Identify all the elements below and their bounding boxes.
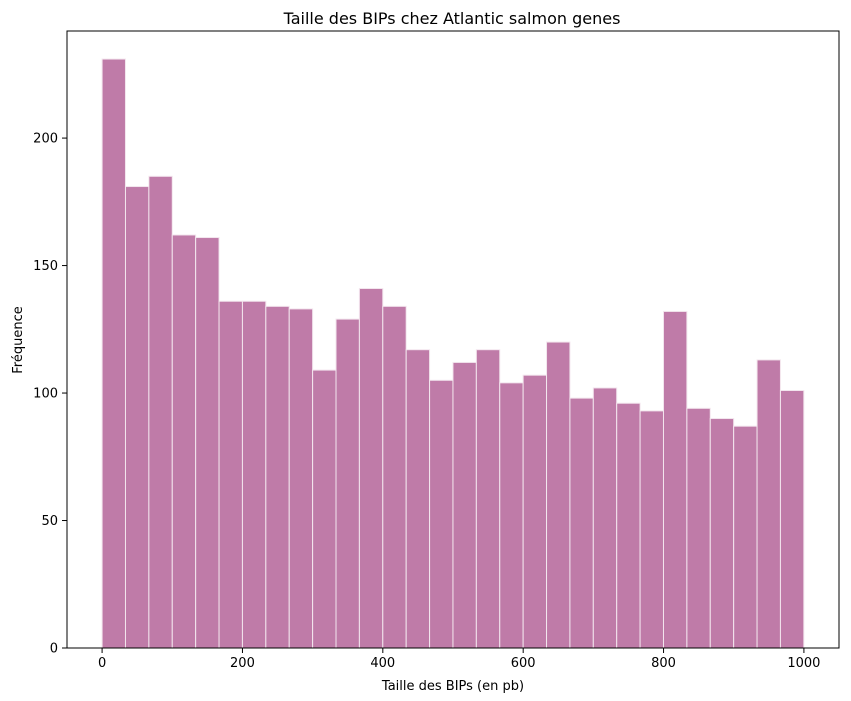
histogram-bar: [592, 387, 618, 649]
histogram-bar: [312, 369, 337, 649]
x-tick-label: 400: [370, 656, 395, 671]
x-tick-label: 600: [511, 656, 536, 671]
x-tick-label: 800: [651, 656, 676, 671]
histogram-bar: [756, 359, 781, 649]
histogram-bar: [569, 397, 594, 649]
y-tick-label: 150: [33, 259, 58, 274]
histogram-bar: [662, 310, 688, 649]
histogram-bar: [241, 300, 267, 649]
histogram-bar: [265, 305, 290, 649]
chart-title: Taille des BIPs chez Atlantic salmon gen…: [283, 9, 621, 28]
histogram-bar: [616, 402, 641, 649]
histogram-bar: [358, 288, 384, 649]
histogram-bar: [124, 186, 150, 649]
histogram-bar: [335, 318, 360, 649]
plot-frame: [66, 30, 840, 649]
x-tick-label: 200: [230, 656, 255, 671]
histogram-bar: [452, 361, 477, 649]
histogram-bar: [405, 349, 431, 649]
y-axis-label: Fréquence: [11, 306, 26, 373]
y-tick-label: 0: [50, 642, 58, 657]
x-tick-label: 0: [98, 656, 106, 671]
histogram-bar: [733, 425, 758, 649]
histogram-bar: [195, 237, 220, 649]
histogram-bar: [475, 349, 501, 649]
y-tick-label: 50: [41, 514, 58, 529]
histogram-bar: [546, 341, 571, 649]
histogram-bar: [171, 234, 197, 649]
x-axis-ticks: 0 200 400 600 800 1000: [98, 648, 820, 671]
histogram-bar: [148, 175, 173, 649]
histogram-bar: [288, 308, 314, 649]
histogram-bar: [218, 300, 243, 649]
y-axis-ticks: 0 50 100 150 200: [33, 132, 67, 657]
histogram-bar: [639, 410, 664, 649]
histogram-bar: [101, 58, 126, 649]
x-tick-label: 1000: [787, 656, 820, 671]
histogram-bar: [429, 379, 454, 649]
bars-group: [101, 58, 805, 649]
histogram-bar: [522, 374, 548, 649]
histogram-bar: [779, 389, 805, 649]
histogram-bar: [686, 407, 711, 649]
x-axis-label: Taille des BIPs (en pb): [381, 679, 524, 694]
histogram-bar: [382, 305, 407, 649]
histogram-bar: [499, 382, 524, 649]
y-tick-label: 200: [33, 132, 58, 147]
y-tick-label: 100: [33, 387, 58, 402]
histogram-bar: [709, 418, 735, 649]
